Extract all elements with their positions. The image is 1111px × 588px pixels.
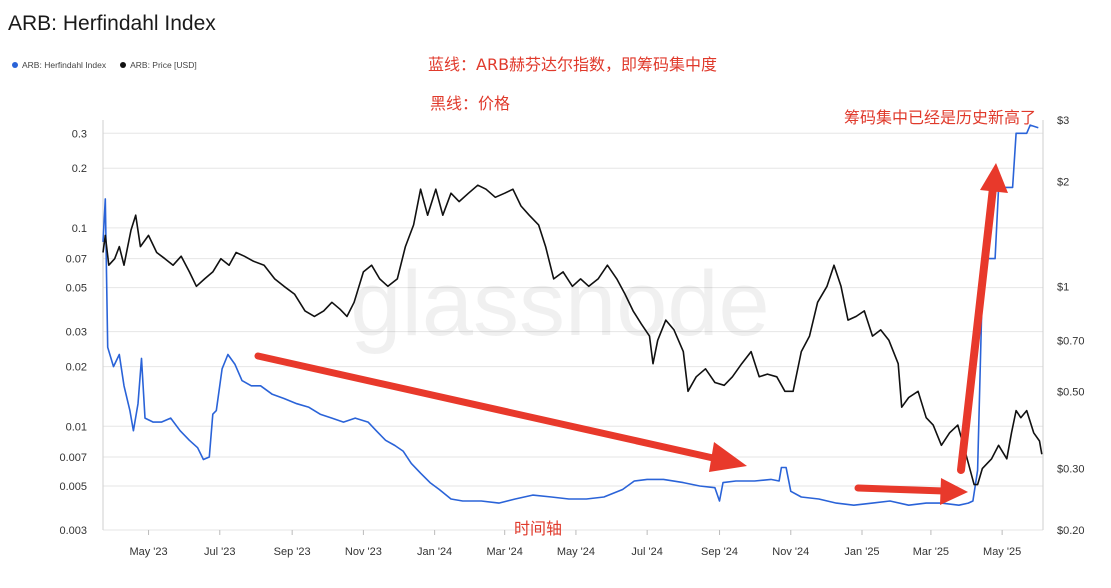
x-tick-label: Nov '23 [345,546,382,558]
x-tick-label: Jul '23 [204,546,235,558]
x-tick-label: May '23 [129,546,167,558]
arrow-head-3-icon [980,163,1008,193]
y-right-tick-label: $0.20 [1057,525,1085,537]
x-tick-label: May '24 [557,546,595,558]
y-left-tick-label: 0.2 [72,163,87,175]
x-tick-label: Nov '24 [772,546,809,558]
y-axis-left: 0.3 0.2 0.1 0.07 0.05 0.03 0.02 0.01 0.007 0.005 0… [59,128,87,537]
x-tick-label: Mar '24 [487,546,523,558]
y-right-tick-label: $1 [1057,281,1069,293]
annotation-record-high: 筹码集中已经是历史新高了 [844,104,1036,128]
annotation-time-axis: 时间轴 [514,515,562,539]
arrow-down-trend-icon [258,356,722,460]
arrow-flat-icon [858,488,944,491]
y-left-tick-label: 0.01 [66,421,87,433]
x-tick-label: Mar '25 [913,546,949,558]
x-axis: May '23 Jul '23 Sep '23 Nov '23 Jan '24 Mar '… [129,530,1021,558]
x-tick-label: May '25 [983,546,1021,558]
y-left-tick-label: 0.05 [66,283,87,295]
y-left-tick-label: 0.02 [66,362,87,374]
arrow-up-trend-icon [961,188,993,470]
watermark: glassnode [350,253,769,355]
y-right-tick-label: $0.70 [1057,335,1085,347]
annotation-blue-line: 蓝线：ARB赫芬达尔指数，即筹码集中度 [428,51,717,75]
y-right-tick-label: $0.30 [1057,464,1085,476]
x-tick-label: Sep '23 [274,546,311,558]
y-left-tick-label: 0.005 [59,481,87,493]
x-tick-label: Jan '24 [417,546,452,558]
y-left-tick-label: 0.1 [72,223,87,235]
y-left-tick-label: 0.007 [59,452,87,464]
y-left-tick-label: 0.3 [72,128,87,140]
y-right-tick-label: $3 [1057,115,1069,127]
y-left-tick-label: 0.03 [66,327,87,339]
x-tick-label: Jan '25 [844,546,879,558]
x-tick-label: Sep '24 [701,546,738,558]
annotation-black-line: 黑线：价格 [430,90,510,114]
y-left-tick-label: 0.003 [59,525,87,537]
y-left-tick-label: 0.07 [66,254,87,266]
arrow-head-2-icon [940,478,968,505]
y-right-tick-label: $2 [1057,176,1069,188]
x-tick-label: Jul '24 [631,546,662,558]
y-right-tick-label: $0.50 [1057,386,1085,398]
y-axis-right: $3 $2 $1 $0.70 $0.50 $0.30 $0.20 [1057,115,1085,537]
